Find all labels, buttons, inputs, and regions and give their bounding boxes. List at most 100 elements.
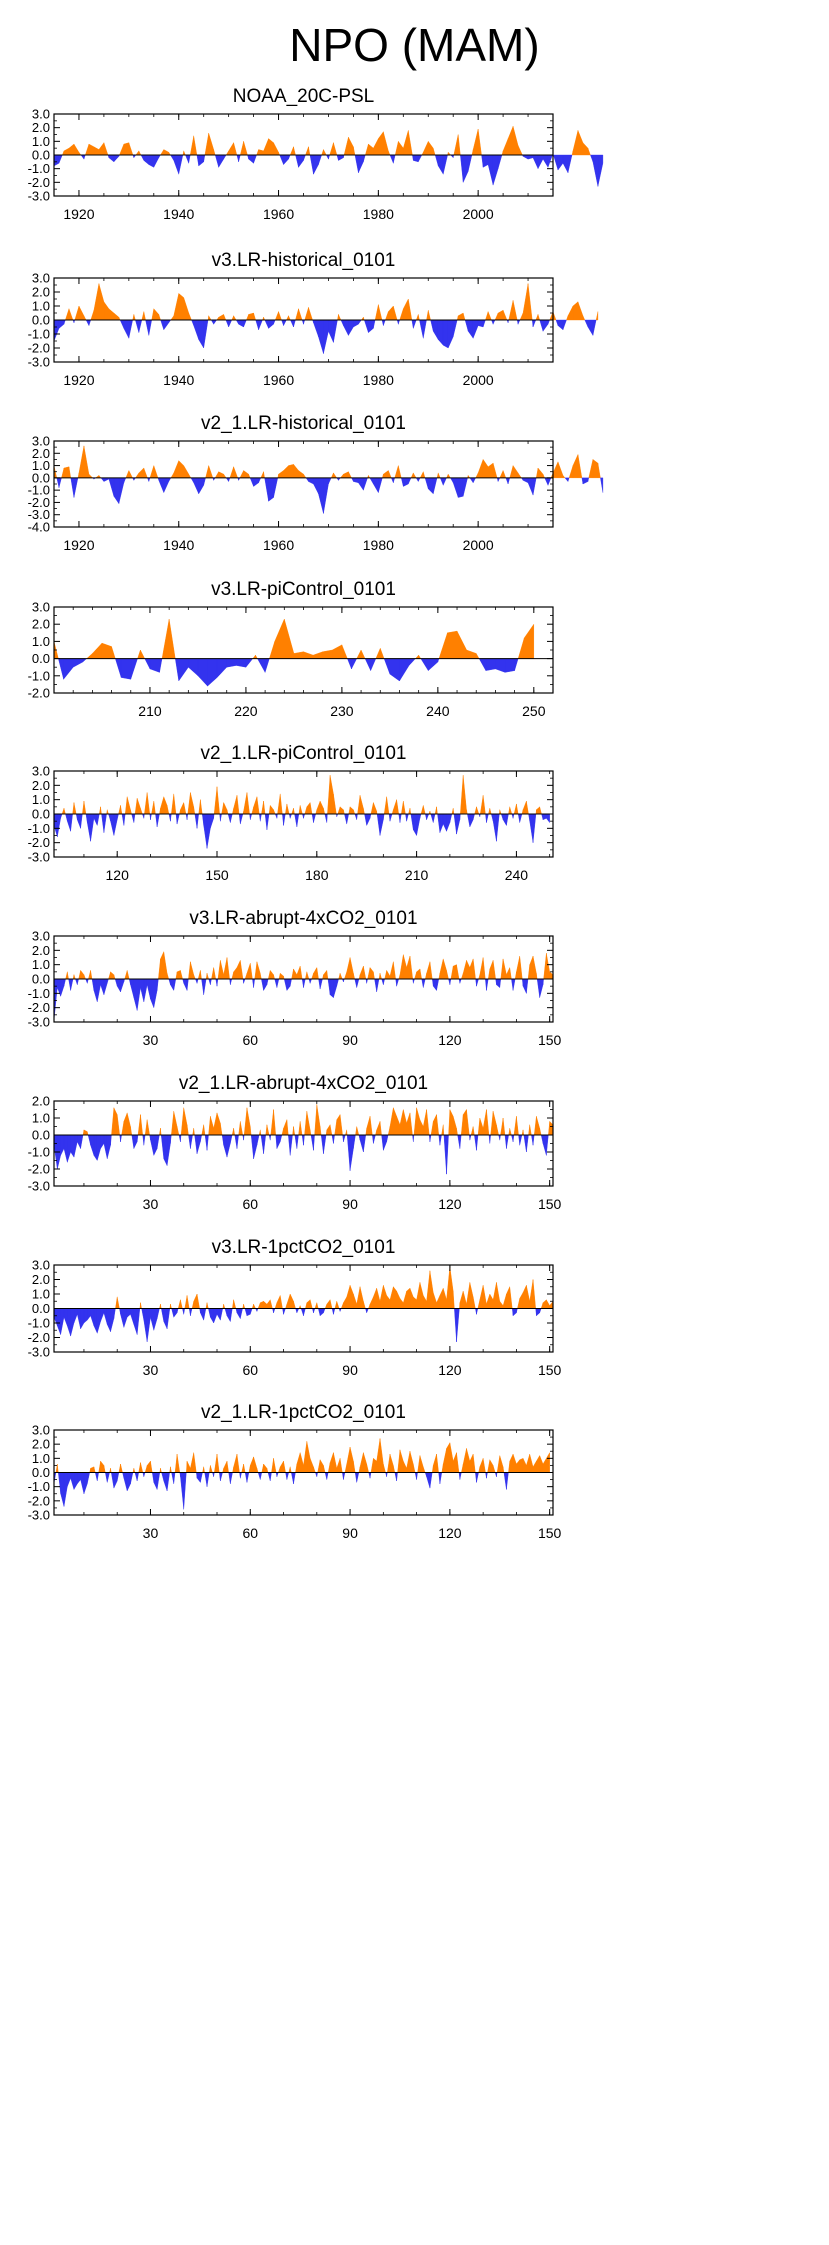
positive-area bbox=[62, 126, 591, 156]
positive-area bbox=[82, 1104, 554, 1136]
negative-area bbox=[58, 658, 519, 687]
chart-title: v2_1.LR-1pctCO2_0101 bbox=[201, 1402, 406, 1423]
plot-frame bbox=[53, 440, 554, 528]
y-tick-label: 0.0 bbox=[32, 313, 50, 328]
y-tick-label: -1.0 bbox=[28, 986, 50, 1001]
x-tick-label: 30 bbox=[143, 1032, 159, 1048]
x-tick-label: 220 bbox=[234, 703, 258, 719]
x-tick-label: 1940 bbox=[163, 372, 194, 388]
y-tick-label: -3.0 bbox=[28, 189, 50, 204]
x-tick-label: 2000 bbox=[463, 372, 494, 388]
x-tick-label: 30 bbox=[143, 1525, 159, 1541]
x-tick-label: 1940 bbox=[163, 206, 194, 222]
y-tick-label: -2.0 bbox=[28, 686, 50, 701]
y-tick-label: 3.0 bbox=[32, 600, 50, 615]
y-tick-label: -2.0 bbox=[28, 1162, 50, 1177]
x-tick-label: 240 bbox=[426, 703, 450, 719]
y-tick-label: 1.0 bbox=[32, 134, 50, 149]
y-tick-label: 2.0 bbox=[32, 446, 50, 461]
chart-panel: v2_1.LR-piControl_0101 3.02.01.00.0-1.0-2… bbox=[28, 743, 554, 883]
y-tick-label: 1.0 bbox=[32, 792, 50, 807]
y-tick-label: -3.0 bbox=[28, 355, 50, 370]
x-tick-label: 90 bbox=[342, 1032, 358, 1048]
x-tick-label: 180 bbox=[305, 867, 329, 883]
chart-panel: v2_1.LR-abrupt-4xCO2_0101 2.0 1.0 0.0 -1.0 -2… bbox=[28, 1073, 562, 1212]
x-tick-label: 60 bbox=[242, 1525, 258, 1541]
y-tick-label: -2.0 bbox=[28, 175, 50, 190]
x-tick-label: 1940 bbox=[163, 537, 194, 553]
chart-title: v3.LR-1pctCO2_0101 bbox=[212, 1237, 396, 1258]
y-tick-label: -1.0 bbox=[28, 1145, 50, 1160]
x-tick-label: 1920 bbox=[63, 372, 94, 388]
x-tick-label: 1920 bbox=[63, 206, 94, 222]
chart-panel: v2_1.LR-1pctCO2_0101 3.02.01.00.0-1.0-2.0… bbox=[28, 1402, 562, 1541]
y-tick-label: 3.0 bbox=[32, 107, 50, 122]
y-tick-label: -1.0 bbox=[28, 483, 50, 498]
x-tick-label: 150 bbox=[538, 1362, 562, 1378]
negative-area bbox=[56, 477, 604, 514]
x-tick-label: 150 bbox=[205, 867, 229, 883]
positive-area bbox=[53, 445, 601, 479]
y-tick-label: 2.0 bbox=[32, 120, 50, 135]
negative-area bbox=[53, 1308, 542, 1342]
positive-area bbox=[61, 775, 542, 815]
chart-panel: v3.LR-abrupt-4xCO2_01013.02.01.00.0-1.0-… bbox=[28, 908, 562, 1048]
x-tick-label: 210 bbox=[138, 703, 162, 719]
y-tick-label: -2.0 bbox=[28, 835, 50, 850]
x-tick-label: 150 bbox=[538, 1196, 562, 1212]
x-tick-label: 240 bbox=[505, 867, 529, 883]
x-tick-label: 2000 bbox=[463, 537, 494, 553]
y-tick-label: -1.0 bbox=[28, 1479, 50, 1494]
y-tick-label: -3.0 bbox=[28, 507, 50, 522]
y-tick-label: 2.0 bbox=[32, 1094, 50, 1109]
y-tick-label: 0.0 bbox=[32, 1301, 50, 1316]
y-tick-label: 1.0 bbox=[32, 299, 50, 314]
y-tick-label: -3.0 bbox=[28, 1345, 50, 1360]
chart-title: v3.LR-historical_0101 bbox=[212, 250, 396, 271]
chart-panel: v3.LR-piControl_0101 3.0 2.0 1.0 0.0 -1.0 -2.0… bbox=[28, 579, 554, 719]
positive-area bbox=[115, 1266, 554, 1309]
y-tick-label: 0.0 bbox=[32, 1128, 50, 1143]
y-tick-label: 3.0 bbox=[32, 271, 50, 286]
y-tick-label: -1.0 bbox=[28, 327, 50, 342]
y-tick-label: -1.0 bbox=[28, 668, 50, 683]
x-tick-label: 150 bbox=[538, 1525, 562, 1541]
y-tick-label: 3.0 bbox=[32, 929, 50, 944]
x-tick-label: 1960 bbox=[263, 537, 294, 553]
y-tick-label: 3.0 bbox=[32, 1423, 50, 1438]
negative-area bbox=[53, 154, 604, 187]
y-tick-label: -2.0 bbox=[28, 1000, 50, 1015]
x-tick-label: 60 bbox=[242, 1196, 258, 1212]
y-tick-label: 2.0 bbox=[32, 778, 50, 793]
x-tick-label: 30 bbox=[143, 1362, 159, 1378]
negative-area bbox=[53, 813, 550, 849]
x-tick-label: 2000 bbox=[463, 206, 494, 222]
negative-area bbox=[53, 978, 544, 1021]
y-tick-label: 3.0 bbox=[32, 1258, 50, 1273]
y-tick-label: 1.0 bbox=[32, 1451, 50, 1466]
y-tick-label: -2.0 bbox=[28, 1330, 50, 1345]
y-tick-label: 2.0 bbox=[32, 285, 50, 300]
y-tick-label: -2.0 bbox=[28, 341, 50, 356]
chart-panel: v3.LR-historical_0101 3.02.01.00.0-1.0-2.… bbox=[28, 250, 599, 388]
y-tick-label: -4.0 bbox=[28, 520, 50, 535]
y-tick-label: 0.0 bbox=[32, 807, 50, 822]
chart-title: v3.LR-piControl_0101 bbox=[211, 579, 396, 600]
positive-area bbox=[53, 618, 535, 659]
y-tick-label: 2.0 bbox=[32, 1437, 50, 1452]
y-tick-label: -1.0 bbox=[28, 821, 50, 836]
y-tick-label: 1.0 bbox=[32, 957, 50, 972]
y-tick-label: 2.0 bbox=[32, 943, 50, 958]
y-tick-label: 3.0 bbox=[32, 434, 50, 449]
x-tick-label: 1980 bbox=[363, 537, 394, 553]
x-tick-label: 1980 bbox=[363, 206, 394, 222]
chart-title: v2_1.LR-historical_0101 bbox=[201, 413, 406, 434]
negative-area bbox=[53, 1134, 549, 1175]
y-tick-label: -1.0 bbox=[28, 161, 50, 176]
y-tick-label: 0.0 bbox=[32, 651, 50, 666]
x-tick-label: 120 bbox=[438, 1362, 462, 1378]
y-tick-label: 1.0 bbox=[32, 1287, 50, 1302]
y-tick-label: 1.0 bbox=[32, 458, 50, 473]
x-tick-label: 120 bbox=[438, 1196, 462, 1212]
